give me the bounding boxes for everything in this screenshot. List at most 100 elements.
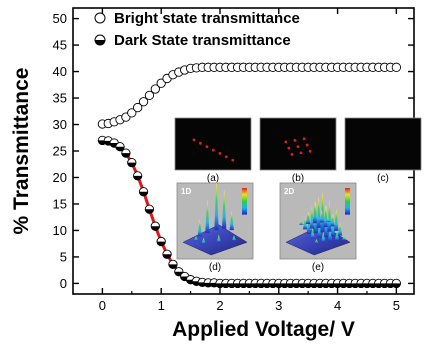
inset-tag: 1D <box>181 187 191 196</box>
diffraction-spot <box>224 155 228 159</box>
dark-point-fill <box>168 264 178 269</box>
surface-peak <box>321 230 326 243</box>
x-tick-label: 2 <box>216 298 223 313</box>
bright-point <box>391 62 402 72</box>
dark-point <box>168 259 178 269</box>
inset-label: (b) <box>292 173 304 184</box>
dark-point-fill <box>115 146 125 151</box>
inset-a: (a) <box>174 117 252 184</box>
inset-image <box>344 117 422 171</box>
surface-peak <box>337 223 343 236</box>
dark-point <box>133 171 143 181</box>
dark-point-fill <box>151 226 160 231</box>
dark-point-fill <box>127 162 136 167</box>
surface-peak <box>334 208 339 231</box>
surface-peak <box>314 239 319 244</box>
x-tick-label: 0 <box>99 298 106 313</box>
y-tick-label: 50 <box>53 11 67 26</box>
surface-peak <box>214 178 219 231</box>
dark-point-fill <box>133 175 142 181</box>
inset-image <box>174 117 252 171</box>
bright-point <box>127 108 137 118</box>
dark-point <box>138 187 149 197</box>
colorbar <box>345 188 350 215</box>
surface-peak <box>326 217 331 222</box>
surface-peak <box>312 201 318 224</box>
legend-label-bright: Bright state transmittance <box>114 10 300 27</box>
diffraction-spot <box>199 141 202 145</box>
inset-tag: 2D <box>284 187 294 196</box>
surface-peak <box>310 226 315 239</box>
surface-peak <box>205 198 210 234</box>
marks-layer <box>97 62 402 289</box>
diffraction-spot <box>299 151 303 155</box>
y-tick-label: 0 <box>60 276 67 291</box>
x-tick-label: 4 <box>334 298 341 313</box>
diffraction-spot <box>296 145 300 149</box>
y-tick-label: 20 <box>53 170 67 185</box>
diffraction-spot <box>211 148 215 152</box>
dark-point-fill <box>145 209 154 214</box>
inset-b: (b) <box>259 117 337 184</box>
surface-peak <box>193 236 199 241</box>
surface-peak <box>197 219 202 237</box>
dark-point <box>121 148 131 158</box>
dark-point <box>150 221 160 231</box>
surface-peak <box>229 211 234 231</box>
colorbar <box>242 188 247 215</box>
dark-point-fill <box>156 241 166 246</box>
dark-point-fill <box>121 153 131 158</box>
y-tick-label: 45 <box>53 38 67 53</box>
diffraction-spot <box>287 146 291 150</box>
y-tick-label: 15 <box>53 196 67 211</box>
legend-label-dark: Dark State transmittance <box>114 32 291 49</box>
x-tick-label: 3 <box>275 298 282 313</box>
diffraction-spot <box>218 151 222 155</box>
inset-layer: (a) (b) (c) 1D (d) 2D (e) <box>174 117 422 273</box>
dark-point-fill <box>139 191 148 196</box>
x-tick-label: 1 <box>158 298 165 313</box>
y-tick-label: 5 <box>60 249 67 264</box>
diffraction-spot <box>205 145 209 149</box>
surface-peak <box>319 210 324 223</box>
legend-marker-dark-fill <box>95 40 105 45</box>
y-tick-label: 30 <box>53 117 67 132</box>
surface-peak <box>327 199 332 232</box>
inset-label: (e) <box>312 262 324 273</box>
inset-label: (c) <box>377 173 389 184</box>
y-tick-label: 25 <box>53 144 67 159</box>
diffraction-spot <box>293 138 297 142</box>
inset-c: (c) <box>344 117 422 184</box>
y-tick-label: 40 <box>53 64 67 79</box>
surface-peak <box>334 228 340 241</box>
surface-peak <box>305 211 311 225</box>
diffraction-spot <box>290 153 294 156</box>
surface-peak <box>216 234 221 243</box>
x-tick-label: 5 <box>393 298 400 313</box>
dark-point <box>144 204 155 214</box>
bright-point <box>133 102 143 113</box>
diffraction-spot <box>231 158 235 162</box>
dark-point <box>127 158 137 168</box>
inset-label: (a) <box>207 173 219 184</box>
dark-point-fill <box>162 254 172 259</box>
legend: Bright state transmittance Dark State tra… <box>94 10 300 49</box>
surface-peak <box>299 221 304 225</box>
surface-peak <box>201 237 206 244</box>
inset-d: 1D (d) <box>176 178 254 273</box>
y-axis-label: % Transmittance <box>10 68 33 235</box>
surface-peak <box>341 236 347 240</box>
surface-peak <box>231 235 237 241</box>
surface-peak <box>302 217 308 230</box>
inset-label: (d) <box>209 262 221 273</box>
surface-peak <box>316 195 321 228</box>
x-axis-label: Applied Voltage/ V <box>172 318 355 341</box>
y-tick-label: 35 <box>53 91 67 106</box>
inset-e: 2D (e) <box>279 182 357 273</box>
diffraction-spot <box>192 138 196 142</box>
surface-peak <box>221 189 227 229</box>
surface-peak <box>330 214 335 227</box>
